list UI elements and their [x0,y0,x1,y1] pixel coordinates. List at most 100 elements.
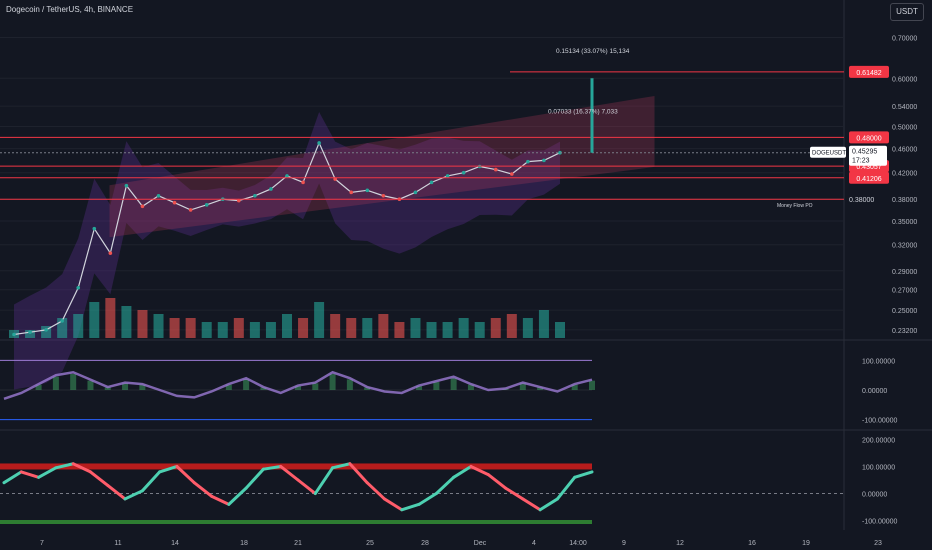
osc-histogram-bar [122,383,129,390]
volume-bar [233,318,244,338]
osc-tick-label: 0.00000 [862,388,887,395]
mom-wave-segment [88,470,110,487]
volume-bar [89,302,100,338]
volume-bar [249,322,260,338]
price-point [510,172,514,176]
x-tick-label: 21 [294,540,302,547]
mom-wave-segment [452,464,473,479]
volume-bar [490,318,501,338]
volume-bar [330,314,341,338]
mom-wave-segment [331,462,352,470]
x-tick-label: 7 [40,540,44,547]
x-tick-label: 4 [532,540,536,547]
mom-wave-segment [279,464,300,482]
mom-wave-segment [400,502,421,512]
x-tick-label: 14 [171,540,179,547]
price-point [269,187,273,191]
y-tick-label: 0.25000 [892,308,917,315]
mom-tick-label: 0.00000 [862,492,887,499]
mom-wave-segment [365,481,386,501]
osc-histogram-bar [450,378,457,390]
indicator-label: Money Flow PO [777,203,813,209]
volume-bar [298,318,309,338]
volume-bar [410,318,421,338]
x-tick-label: 12 [676,540,684,547]
mom-wave-segment [158,464,179,474]
mom-wave-segment [210,494,231,506]
volume-bar [41,326,52,338]
volume-bar [555,322,565,338]
price-point [188,208,193,212]
y-tick-label: 0.70000 [892,35,917,42]
mom-tick-label: 200.00000 [862,437,895,444]
price-point [461,170,466,175]
price-point [108,251,113,255]
price-level-label: 0.48000 [856,135,881,142]
price-level-tag [849,171,889,184]
y-tick-label: 0.27000 [892,288,917,295]
mom-wave-segment [37,466,58,479]
price-point [493,167,498,172]
mom-wave-segment [54,462,75,470]
osc-histogram-bar [312,383,319,390]
volume-bar [169,318,180,338]
osc-histogram-bar [225,384,232,390]
x-tick-label: 18 [240,540,248,547]
price-point [365,188,370,193]
mom-wave-segment [434,475,456,496]
osc-histogram-bar [329,374,336,390]
y-tick-label: 0.32000 [892,243,917,250]
price-point [381,193,386,198]
price-point [204,203,209,207]
x-tick-label: 23 [874,540,882,547]
mom-wave-segment [382,497,404,512]
price-level-label: 0.41206 [856,176,881,183]
y-tick-label: 0.42000 [892,171,917,178]
mom-wave-segment [244,467,265,490]
mom-wave-segment [140,470,162,493]
currency-button[interactable]: USDT [890,3,924,21]
osc-histogram-bar [433,382,440,390]
price-point [445,174,450,178]
x-tick-label: 16 [748,540,756,547]
volume-bar [217,322,228,338]
price-point [60,319,64,323]
y-tick-label: 0.46000 [892,147,917,154]
mom-tick-label: 100.00000 [862,464,895,471]
osc-tick-label: 100.00000 [862,358,895,365]
support-label: 0.38000 [849,197,874,204]
volume-bar [282,314,292,338]
price-point [124,183,129,188]
osc-histogram-bar [346,379,353,390]
mom-wave-segment [348,462,369,485]
price-point [172,200,177,205]
x-tick-label: 25 [366,540,374,547]
symbol-tag [810,146,846,158]
price-point [285,174,289,178]
osc-tick-label: -100.00000 [862,418,898,425]
price-point [76,285,81,290]
price-point [413,190,418,195]
volume-bar [522,318,533,338]
mom-bottom-band [0,520,592,524]
chart-title: Dogecoin / TetherUS, 4h, BINANCE [6,5,134,14]
price-point [253,193,257,198]
volume-bar [394,322,405,338]
volume-bar [458,318,469,338]
mom-wave-segment [555,475,577,501]
osc-histogram-bar [35,384,42,390]
mom-tick-label: -100.00000 [862,519,898,526]
symbol-label: DOGEUSDT [812,151,846,157]
mom-top-band [0,463,592,470]
price-level-tag [849,131,889,144]
osc-histogram-bar [416,386,423,390]
x-tick-label: 14:00 [569,540,587,547]
x-tick-label: 11 [114,540,121,547]
price-level-label: 0.43057 [856,164,881,171]
osc-histogram-bar [52,376,59,390]
price-point [44,328,48,332]
volume-bar [474,322,485,338]
volume-bar [57,318,68,338]
price-point [429,180,434,185]
